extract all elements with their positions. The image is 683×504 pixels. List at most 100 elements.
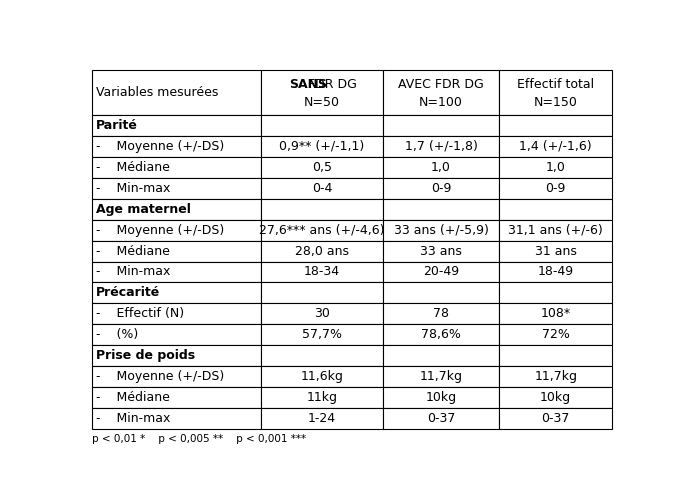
Bar: [261, 220, 383, 240]
Text: 27,6*** ans (+/-4,6): 27,6*** ans (+/-4,6): [260, 224, 385, 236]
Bar: [92, 199, 261, 220]
Text: -    Moyenne (+/-DS): - Moyenne (+/-DS): [96, 224, 224, 236]
Text: SANS: SANS: [290, 79, 327, 91]
Text: 20-49: 20-49: [423, 266, 459, 279]
Bar: [499, 408, 612, 429]
Bar: [261, 178, 383, 199]
Bar: [499, 136, 612, 157]
Text: 0-4: 0-4: [312, 181, 332, 195]
Bar: [383, 115, 499, 136]
Bar: [261, 157, 383, 178]
Text: 1,0: 1,0: [546, 161, 566, 174]
Text: 0-37: 0-37: [427, 412, 456, 425]
Bar: [499, 345, 612, 366]
Bar: [499, 262, 612, 282]
Bar: [92, 220, 261, 240]
Bar: [92, 325, 261, 345]
Text: 31 ans: 31 ans: [535, 244, 576, 258]
Text: 31,1 ans (+/-6): 31,1 ans (+/-6): [508, 224, 603, 236]
Text: 0-37: 0-37: [542, 412, 570, 425]
Bar: [499, 157, 612, 178]
Bar: [383, 345, 499, 366]
Bar: [383, 220, 499, 240]
Bar: [499, 220, 612, 240]
Text: -    Min-max: - Min-max: [96, 412, 170, 425]
Text: Précarité: Précarité: [96, 286, 161, 299]
Bar: [261, 408, 383, 429]
Text: 108*: 108*: [541, 307, 571, 321]
Bar: [261, 325, 383, 345]
Bar: [92, 115, 261, 136]
Bar: [261, 303, 383, 325]
Text: 1,4 (+/-1,6): 1,4 (+/-1,6): [519, 140, 592, 153]
Bar: [92, 387, 261, 408]
Text: Age maternel: Age maternel: [96, 203, 191, 216]
Text: Effectif total: Effectif total: [517, 79, 594, 91]
Bar: [261, 70, 383, 115]
Bar: [499, 325, 612, 345]
Text: -    (%): - (%): [96, 328, 138, 341]
Bar: [383, 366, 499, 387]
Bar: [499, 115, 612, 136]
Bar: [499, 178, 612, 199]
Text: 78,6%: 78,6%: [421, 328, 461, 341]
Text: 33 ans (+/-5,9): 33 ans (+/-5,9): [393, 224, 488, 236]
Text: 11,7kg: 11,7kg: [534, 370, 577, 383]
Bar: [92, 303, 261, 325]
Bar: [92, 345, 261, 366]
Bar: [92, 70, 261, 115]
Text: 28,0 ans: 28,0 ans: [295, 244, 349, 258]
Text: -    Médiane: - Médiane: [96, 161, 170, 174]
Text: Variables mesurées: Variables mesurées: [96, 86, 219, 99]
Bar: [383, 303, 499, 325]
Bar: [383, 157, 499, 178]
Bar: [383, 70, 499, 115]
Bar: [261, 115, 383, 136]
Bar: [92, 240, 261, 262]
Text: p < 0,01 *    p < 0,005 **    p < 0,001 ***: p < 0,01 * p < 0,005 ** p < 0,001 ***: [92, 434, 306, 444]
Bar: [499, 303, 612, 325]
Bar: [383, 240, 499, 262]
Text: 0,9** (+/-1,1): 0,9** (+/-1,1): [279, 140, 365, 153]
Text: 11,6kg: 11,6kg: [301, 370, 344, 383]
Bar: [92, 262, 261, 282]
Bar: [261, 262, 383, 282]
Text: Parité: Parité: [96, 119, 138, 132]
Text: 72%: 72%: [542, 328, 570, 341]
Text: 10kg: 10kg: [426, 391, 457, 404]
Bar: [383, 178, 499, 199]
Bar: [383, 262, 499, 282]
Bar: [499, 199, 612, 220]
Bar: [261, 136, 383, 157]
Text: N=150: N=150: [533, 96, 578, 109]
Text: 1,7 (+/-1,8): 1,7 (+/-1,8): [404, 140, 477, 153]
Text: Prise de poids: Prise de poids: [96, 349, 195, 362]
Bar: [499, 282, 612, 303]
Text: 18-49: 18-49: [538, 266, 574, 279]
Bar: [261, 282, 383, 303]
Text: N=50: N=50: [304, 96, 340, 109]
Text: -    Min-max: - Min-max: [96, 266, 170, 279]
Bar: [92, 366, 261, 387]
Text: 0-9: 0-9: [546, 181, 566, 195]
Bar: [92, 136, 261, 157]
Text: FDR DG: FDR DG: [304, 79, 357, 91]
Text: -    Min-max: - Min-max: [96, 181, 170, 195]
Bar: [383, 199, 499, 220]
Text: 10kg: 10kg: [540, 391, 571, 404]
Bar: [499, 240, 612, 262]
Bar: [261, 366, 383, 387]
Bar: [92, 408, 261, 429]
Bar: [499, 387, 612, 408]
Text: -    Médiane: - Médiane: [96, 391, 170, 404]
Text: 11kg: 11kg: [307, 391, 337, 404]
Bar: [499, 366, 612, 387]
Bar: [383, 408, 499, 429]
Text: 0,5: 0,5: [312, 161, 332, 174]
Text: 11,7kg: 11,7kg: [419, 370, 462, 383]
Text: 33 ans: 33 ans: [420, 244, 462, 258]
Text: AVEC FDR DG: AVEC FDR DG: [398, 79, 484, 91]
Bar: [261, 387, 383, 408]
Bar: [383, 387, 499, 408]
Bar: [261, 240, 383, 262]
